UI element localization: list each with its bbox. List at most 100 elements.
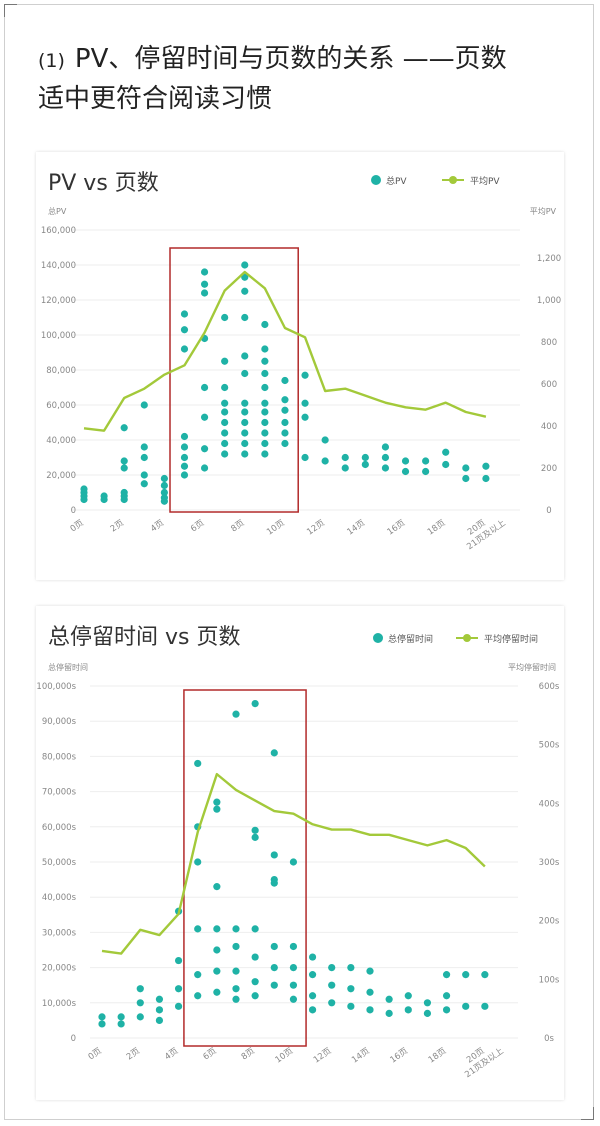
chart2-scatter-point	[98, 1013, 106, 1021]
chart2-scatter-point	[194, 971, 202, 979]
chart1-scatter-point	[221, 418, 229, 427]
chart1-scatter-point	[301, 371, 309, 379]
chart1-right-axis-title: 平均PV	[530, 206, 557, 216]
chart2-left-tick-label: 100,000s	[36, 682, 76, 692]
chart1-scatter-point	[281, 429, 289, 437]
chart1-scatter-point	[140, 443, 148, 451]
chart1-scatter-point	[221, 357, 229, 365]
chart1-scatter-point	[422, 457, 430, 465]
chart2-scatter-point	[155, 995, 164, 1003]
chart2-x-tick-label: 0页	[87, 1046, 104, 1062]
chart1-scatter-point	[120, 495, 128, 504]
chart1-scatter-point	[422, 467, 430, 476]
chart1-scatter-point	[140, 480, 148, 488]
chart1-scatter-point	[401, 467, 410, 476]
chart2-x-tick-label: 4页	[163, 1046, 180, 1062]
chart1-scatter-point	[462, 464, 470, 472]
chart2-scatter-point	[270, 879, 278, 887]
chart2-scatter-point	[251, 700, 259, 708]
chart1-scatter-point	[180, 432, 189, 441]
chart1-scatter-point	[180, 310, 189, 318]
chart2-x-tick-label: 16页	[388, 1046, 410, 1065]
chart1-scatter-point	[221, 429, 229, 437]
heading-number: (1)	[38, 50, 65, 72]
chart1-scatter-point	[221, 450, 229, 458]
chart2-scatter-point	[213, 925, 221, 933]
chart1-scatter-point	[261, 399, 269, 407]
chart2-scatter-point	[423, 999, 432, 1007]
chart2-right-tick-label: 200s	[539, 917, 560, 927]
chart2-scatter-point	[194, 925, 202, 933]
chart2-scatter-point	[462, 971, 470, 979]
chart1-scatter-point	[281, 418, 289, 427]
chart2-scatter-point	[155, 1006, 164, 1014]
chart2-x-tick-label: 18页	[427, 1046, 449, 1065]
chart1-x-tick-label: 2页	[109, 518, 126, 534]
chart2-title: 总停留时间 vs 页数	[48, 625, 240, 650]
chart2-scatter-point	[213, 883, 221, 891]
chart2-scatter-point	[328, 964, 336, 972]
chart1-x-tick-label: 10页	[265, 518, 287, 537]
chart2-scatter-point	[423, 1009, 432, 1017]
chart2-right-axis-title: 平均停留时间	[508, 662, 556, 672]
chart2-scatter-point	[251, 826, 259, 834]
chart2-scatter-point	[251, 992, 259, 1000]
chart2-scatter-point	[328, 981, 336, 989]
chart2-x-tick-label: 10页	[274, 1046, 296, 1065]
chart1-scatter-point	[381, 453, 390, 462]
chart1-scatter-point	[261, 320, 269, 329]
chart1-scatter-point	[241, 273, 249, 281]
chart1-scatter-point	[261, 439, 269, 448]
chart2-scatter-point	[289, 981, 298, 989]
outer-frame	[4, 4, 594, 1120]
chart2-left-tick-label: 0	[71, 1034, 76, 1044]
chart1-scatter-point	[200, 464, 209, 472]
chart1-left-tick-label: 60,000	[46, 401, 76, 411]
chart2-scatter-point	[404, 1006, 412, 1014]
chart2-scatter-point	[136, 985, 144, 993]
chart2-scatter-point	[232, 710, 240, 718]
chart2-right-tick-label: 400s	[539, 799, 560, 809]
chart2-scatter-point	[232, 995, 240, 1003]
chart1-scatter-point	[140, 401, 148, 409]
chart2-scatter-point	[270, 851, 278, 859]
chart1-scatter-point	[281, 439, 289, 448]
chart2-legend-label-1: 平均停留时间	[484, 633, 538, 645]
chart2-scatter-point	[270, 749, 278, 757]
chart2-scatter-point	[308, 992, 317, 1000]
chart1-scatter-point	[321, 457, 329, 465]
chart1-scatter-point	[160, 474, 168, 483]
chart2-scatter-point	[328, 999, 336, 1007]
chart1-scatter-point	[221, 408, 229, 416]
chart1-left-tick-label: 0	[71, 506, 76, 516]
heading-line-1: PV、停留时间与页数的关系 ——页数	[74, 44, 507, 74]
chart2-scatter-point	[194, 858, 202, 866]
chart1-x-tick-label: 16页	[386, 518, 408, 537]
chart2-legend-label-0: 总停留时间	[388, 633, 433, 645]
chart1-scatter-point	[261, 418, 269, 427]
chart1-x-tick-label: 8页	[229, 518, 246, 534]
chart1-right-tick-label: 200	[541, 464, 557, 474]
chart2-scatter-point	[232, 985, 240, 993]
chart2-scatter-point	[462, 1002, 470, 1010]
chart2-highlight-box	[183, 689, 307, 1047]
chart1-scatter-point	[80, 495, 88, 504]
chart1-scatter-point	[200, 280, 209, 288]
chart2-left-tick-label: 70,000s	[42, 788, 77, 798]
chart2-scatter-point	[117, 1013, 125, 1021]
chart1-scatter-point	[301, 413, 309, 421]
chart1-scatter-point	[200, 445, 209, 453]
chart2-scatter-point	[289, 964, 298, 972]
chart2-scatter-point	[308, 953, 317, 961]
chart1-right-tick-label: 400	[541, 422, 557, 432]
chart1-scatter-point	[200, 289, 209, 297]
chart1-scatter-point	[341, 453, 349, 462]
chart1-scatter-point	[261, 383, 269, 392]
chart2-left-tick-label: 20,000s	[42, 964, 77, 974]
chart2-scatter-point	[442, 992, 451, 1000]
chart2-scatter-point	[442, 971, 451, 979]
chart2-scatter-point	[232, 967, 240, 975]
chart1-scatter-point	[100, 495, 108, 504]
chart2-left-tick-label: 10,000s	[42, 999, 77, 1009]
chart2-scatter-point	[366, 1006, 374, 1014]
